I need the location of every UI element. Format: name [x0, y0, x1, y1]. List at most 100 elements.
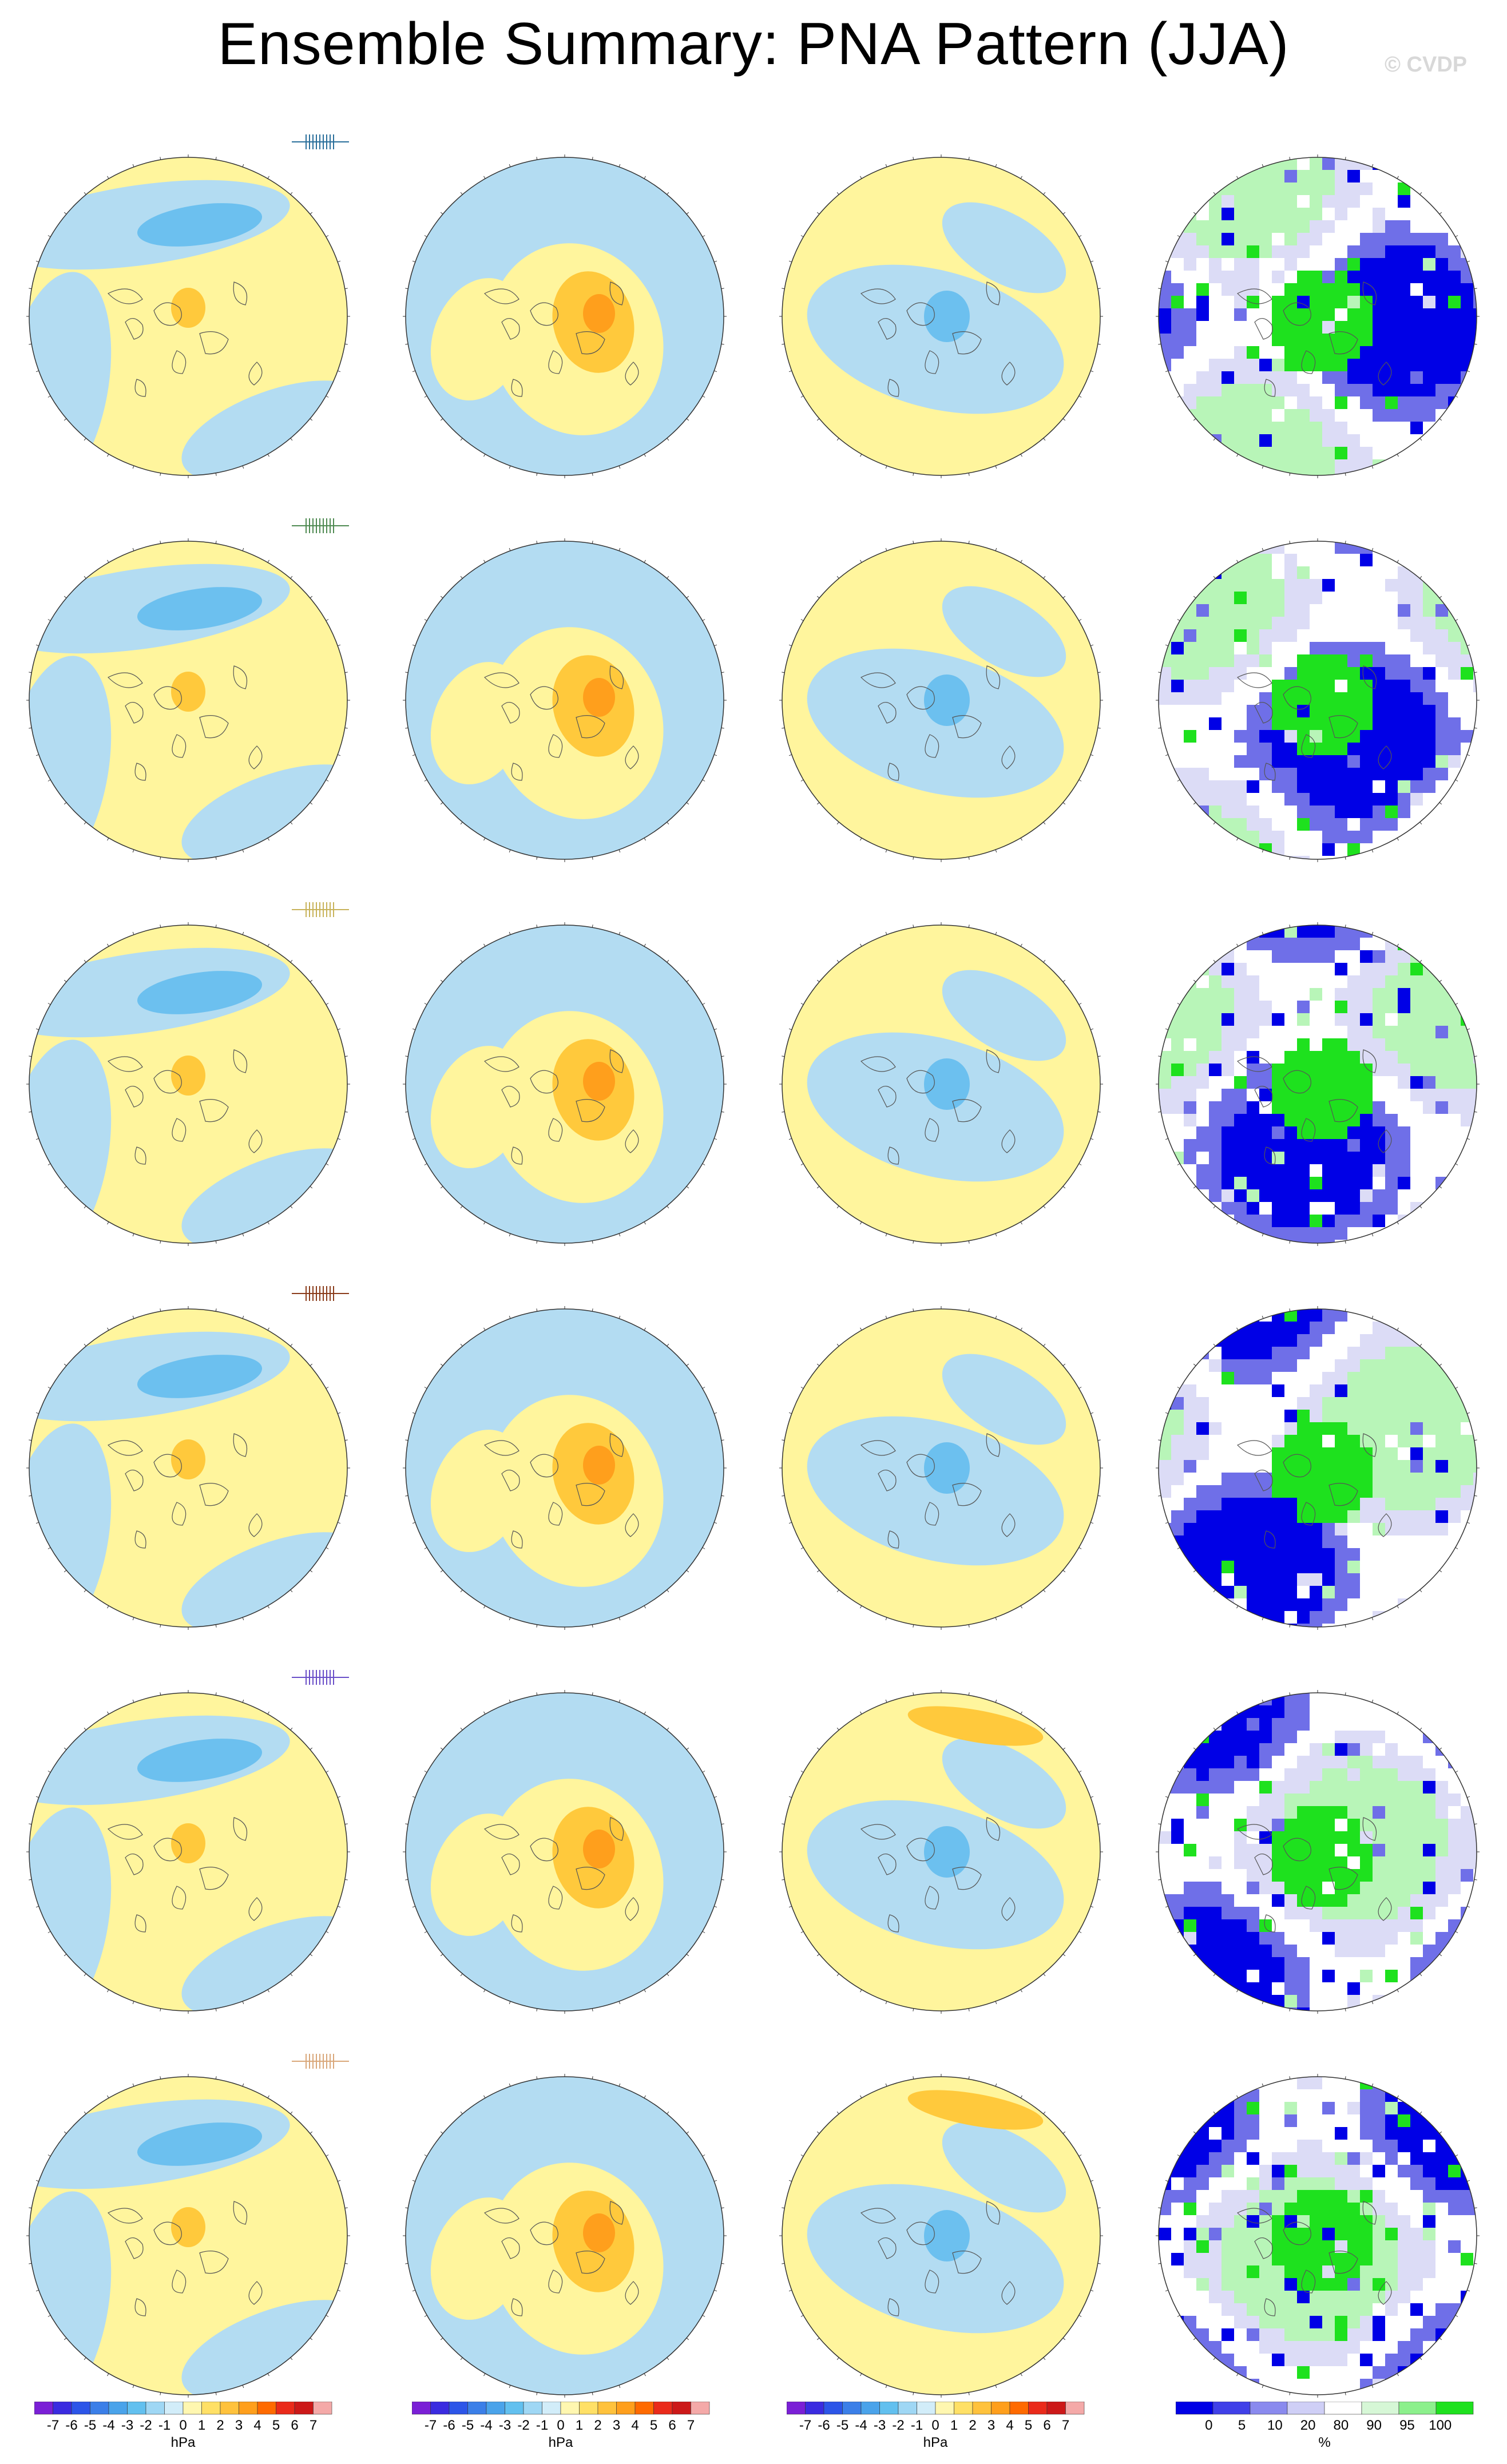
- map-rank: [1156, 154, 1480, 478]
- panel-diff-row2: [753, 495, 1129, 873]
- colorbar-tick: -6: [443, 2418, 455, 2433]
- map-era5: [403, 154, 727, 478]
- negative-region-2: [942, 202, 1066, 293]
- negative-region: [807, 1800, 1064, 1950]
- map-model: [26, 154, 350, 478]
- swatch: [430, 2402, 450, 2415]
- swatch: [183, 2402, 202, 2415]
- map-rank: [1156, 922, 1480, 1246]
- swatch: [1287, 2402, 1325, 2415]
- colorbar-tick: 1: [950, 2418, 958, 2433]
- colorbar-tick: 3: [987, 2418, 996, 2433]
- positive-center: [171, 672, 205, 712]
- map-model: [26, 2074, 350, 2398]
- panel-diff-row1: [753, 112, 1129, 489]
- map-diff: [779, 1690, 1103, 2014]
- map-model: [26, 538, 350, 862]
- swatch: [1361, 2402, 1399, 2415]
- colorbar-tick: 6: [1043, 2418, 1051, 2433]
- colorbar-unit: hPa: [548, 2435, 573, 2450]
- colorbar-tick: 3: [612, 2418, 621, 2433]
- core-positive: [583, 1062, 615, 1101]
- strong-negative-center: [924, 1058, 970, 1110]
- colorbar-tick: 6: [291, 2418, 299, 2433]
- map-diff: [779, 538, 1103, 862]
- colorbar-tick: -6: [65, 2418, 78, 2433]
- colorbar-tick: 90: [1366, 2418, 1382, 2433]
- panel-model-row1: [0, 112, 376, 489]
- swatch: [1250, 2402, 1288, 2415]
- map-model: [26, 1690, 350, 2014]
- strong-negative-center: [924, 1442, 970, 1494]
- colorbar-tick: -2: [517, 2418, 530, 2433]
- map-rank: [1156, 538, 1480, 862]
- colorbar-tick: -3: [498, 2418, 511, 2433]
- negative-region: [807, 264, 1064, 414]
- swatch: [597, 2402, 617, 2415]
- swatch: [560, 2402, 580, 2415]
- map-diff: [779, 922, 1103, 1246]
- map-diff: [779, 1306, 1103, 1630]
- swatch: [164, 2402, 184, 2415]
- swatch: [34, 2402, 53, 2415]
- strong-negative-region: [137, 1355, 263, 1398]
- colorbar-tick: -4: [855, 2418, 867, 2433]
- swatch: [1398, 2402, 1437, 2415]
- panel-era5-row1: [376, 112, 753, 489]
- map-era5: [403, 2074, 727, 2398]
- strong-negative-center: [924, 1826, 970, 1878]
- spread-glyph: [292, 2054, 349, 2069]
- strong-negative-region: [137, 971, 263, 1014]
- swatch: [467, 2402, 487, 2415]
- core-positive: [583, 678, 615, 717]
- core-positive: [583, 1830, 615, 1868]
- swatch: [276, 2402, 295, 2415]
- panel-rank-row1: [1129, 112, 1506, 489]
- colorbar-unit: hPa: [170, 2435, 196, 2450]
- colorbar-unit: hPa: [923, 2435, 948, 2450]
- negative-region-2: [942, 1354, 1066, 1445]
- colorbar-tick: 10: [1267, 2418, 1283, 2433]
- swatch: [616, 2402, 636, 2415]
- colorbar-tick: 1: [575, 2418, 584, 2433]
- colorbar-tick: -6: [818, 2418, 830, 2433]
- positive-center: [171, 2207, 205, 2247]
- swatch: [412, 2402, 431, 2415]
- map-model: [26, 922, 350, 1246]
- swatch: [991, 2402, 1010, 2415]
- colorbar-tick: -1: [536, 2418, 549, 2433]
- spread-glyph: [292, 1286, 349, 1301]
- swatch: [691, 2402, 710, 2415]
- colorbar-tick: 5: [649, 2418, 658, 2433]
- colorbar-diff: -7 -6 -5 -4 -3 -2 -1 0 1 2 3 4 5 6 7 hPa: [775, 2402, 1119, 2459]
- colorbar-tick: -5: [836, 2418, 849, 2433]
- negative-region-2: [942, 586, 1066, 677]
- swatch: [935, 2402, 954, 2415]
- colorbar-tick: 5: [272, 2418, 280, 2433]
- swatch: [823, 2402, 843, 2415]
- swatch: [71, 2402, 90, 2415]
- colorbar-tick: 2: [216, 2418, 224, 2433]
- colorbar-tick: 2: [594, 2418, 602, 2433]
- strong-negative-region: [137, 587, 263, 630]
- swatch: [1065, 2402, 1085, 2415]
- strong-negative-region: [137, 203, 263, 247]
- colorbar-tick: -2: [140, 2418, 152, 2433]
- swatch: [145, 2402, 165, 2415]
- strong-negative-region: [137, 2122, 263, 2166]
- colorbar-tick: 7: [1061, 2418, 1070, 2433]
- spread-glyph: [292, 1670, 349, 1685]
- core-positive: [583, 294, 615, 333]
- swatch: [860, 2402, 880, 2415]
- panel-rank-row5: [1129, 1647, 1506, 2025]
- positive-region-west: [430, 1430, 528, 1552]
- positive-region-west: [430, 1046, 528, 1168]
- colorbar-tick: 7: [687, 2418, 695, 2433]
- negative-region-2: [942, 2121, 1066, 2213]
- panel-era5-row3: [376, 879, 753, 1257]
- map-era5: [403, 922, 727, 1246]
- swatch: [898, 2402, 917, 2415]
- colorbar-tick: -3: [121, 2418, 134, 2433]
- colorbar-unit: %: [1318, 2435, 1331, 2450]
- swatch: [579, 2402, 598, 2415]
